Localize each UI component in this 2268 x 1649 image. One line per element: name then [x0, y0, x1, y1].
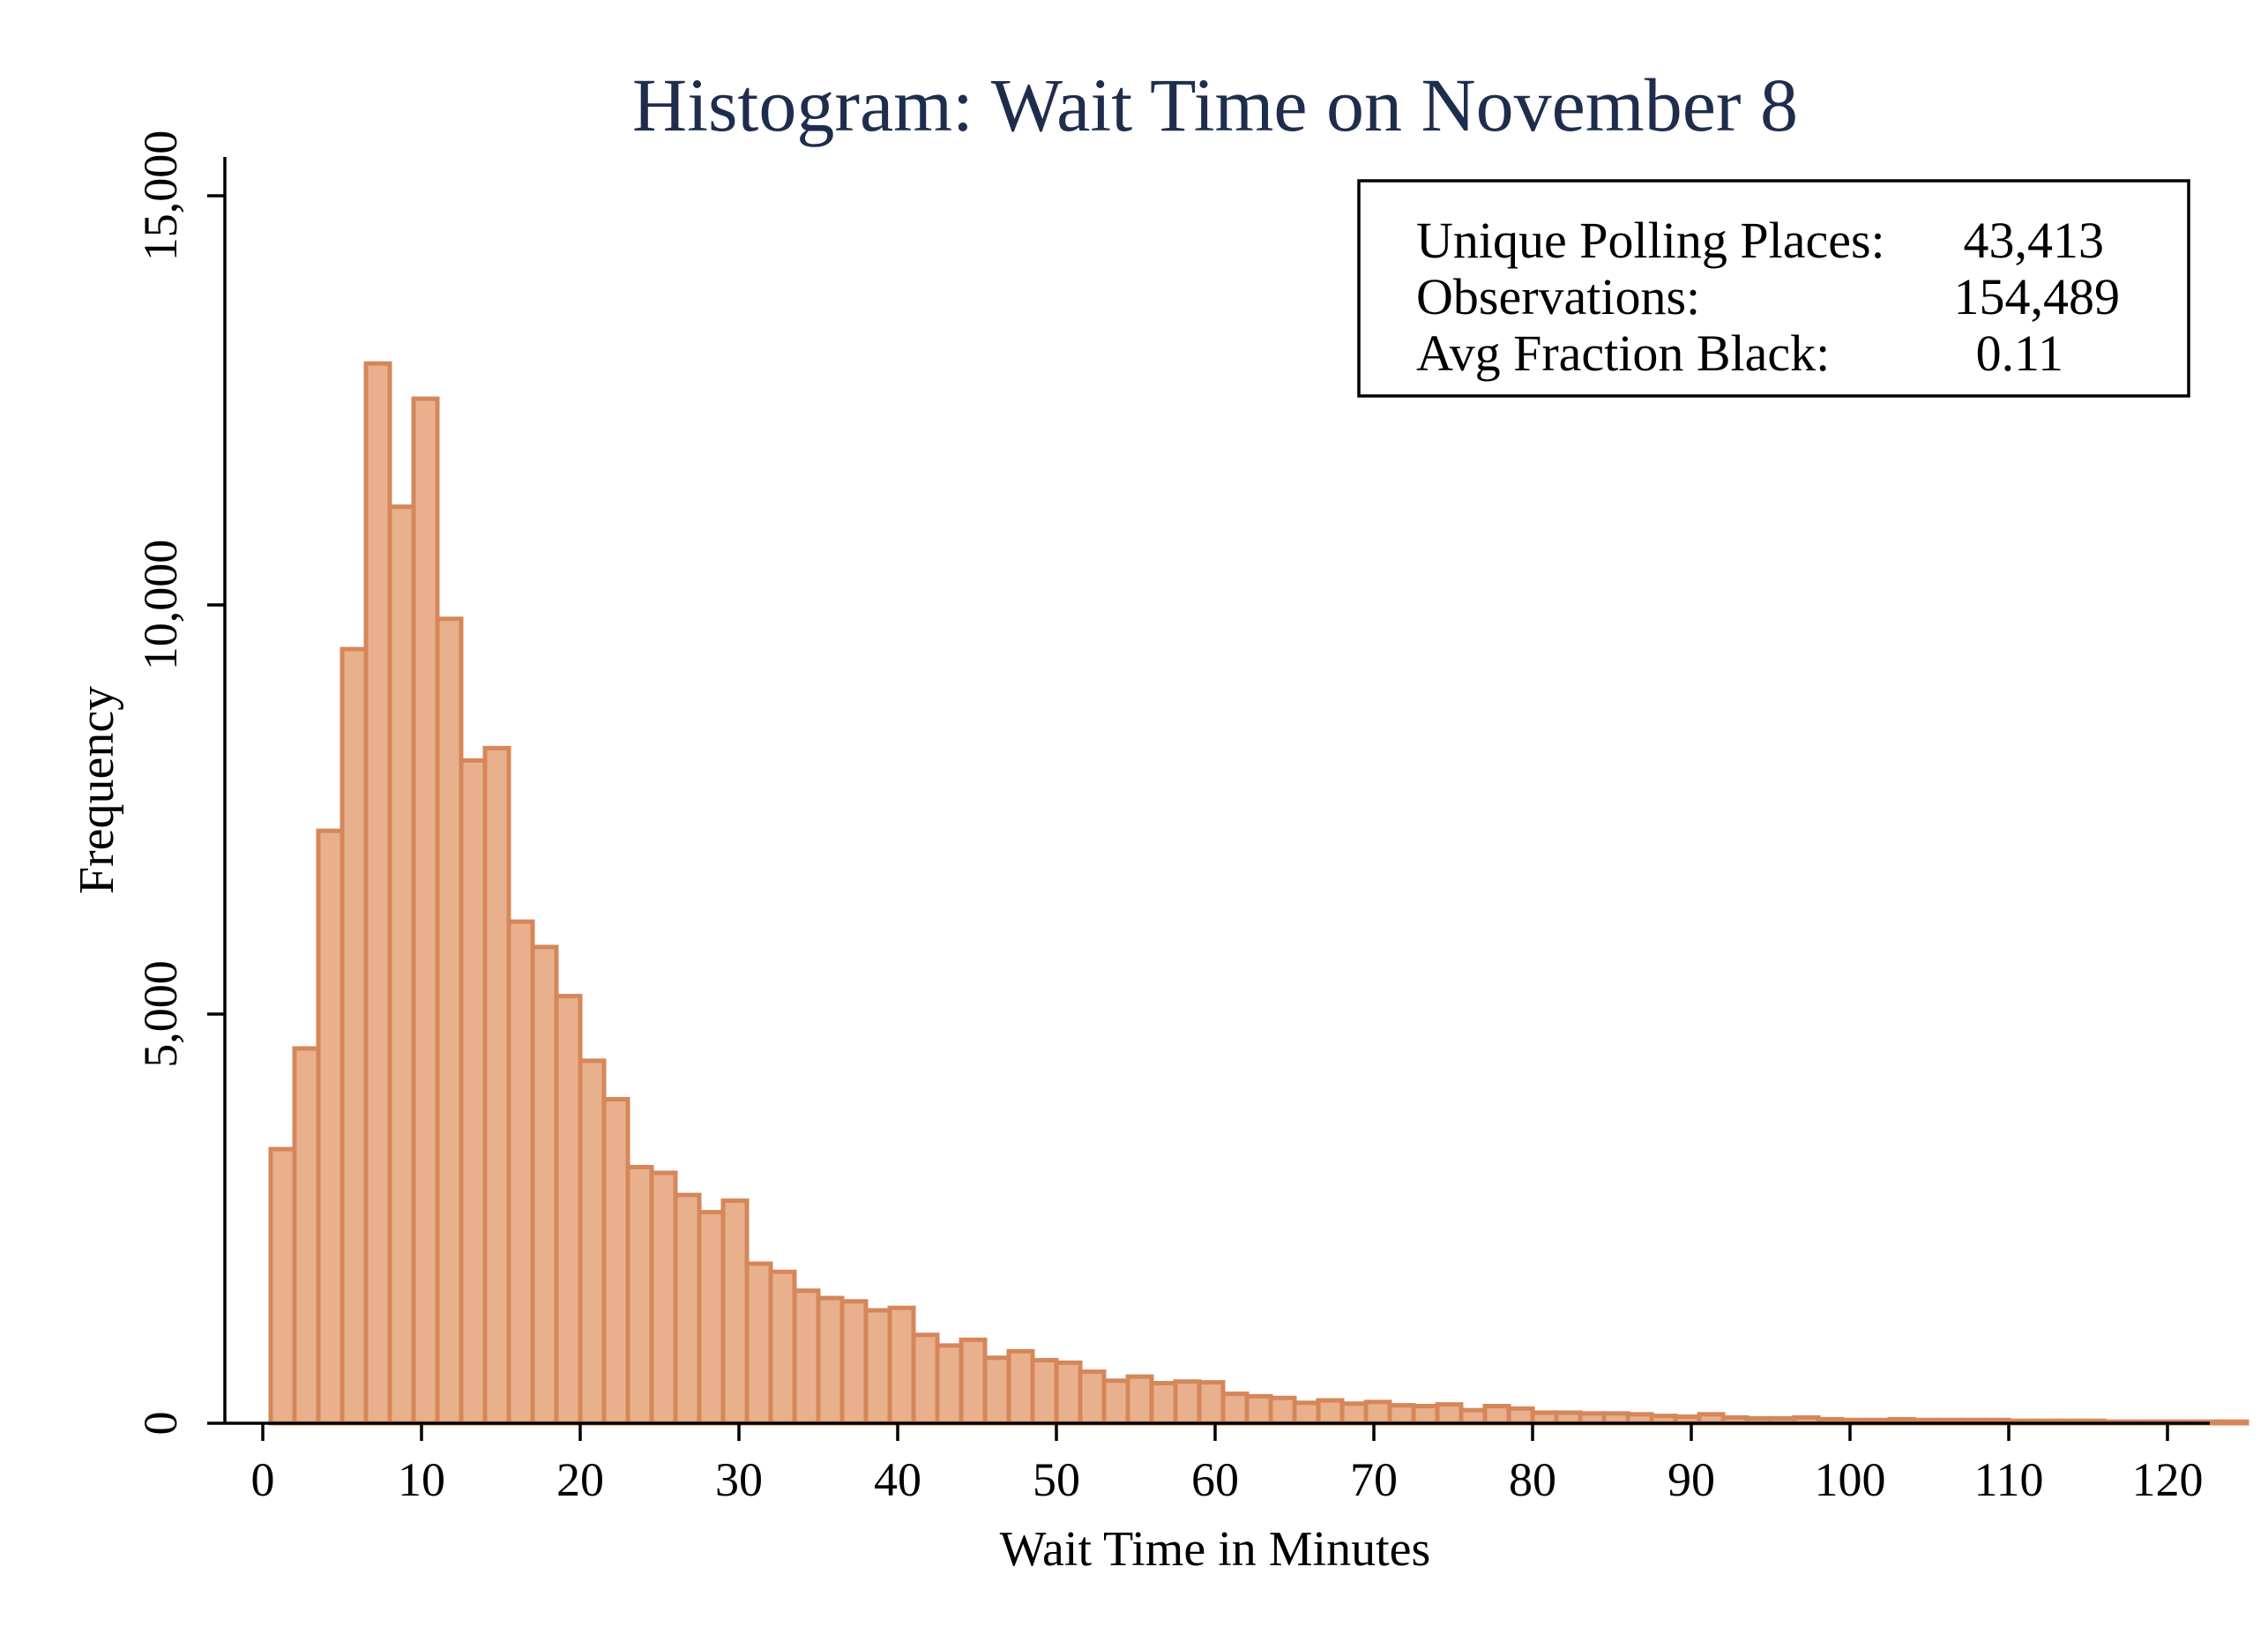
- histogram-bar: [697, 1210, 726, 1426]
- x-tick-label: 0: [251, 1453, 275, 1506]
- chart-title: Histogram: Wait Time on November 8: [632, 63, 1798, 147]
- x-tick-label: 90: [1667, 1453, 1715, 1506]
- stat-value-observations: 154,489: [1954, 268, 2121, 325]
- x-tick-label: 120: [2132, 1453, 2204, 1506]
- stat-value-polling-places: 43,413: [1964, 212, 2105, 269]
- y-axis-ticks: 0 5,000 10,000 15,000: [134, 131, 225, 1436]
- histogram-bar: [1363, 1399, 1392, 1426]
- histogram-bar: [1244, 1393, 1273, 1426]
- histogram-bar: [459, 757, 488, 1426]
- histogram-bar: [601, 1097, 630, 1426]
- histogram-bar: [720, 1198, 750, 1426]
- histogram-bar: [673, 1192, 702, 1426]
- y-tick-label: 15,000: [134, 131, 187, 262]
- histogram-bar: [578, 1058, 607, 1426]
- x-tick-label: 80: [1509, 1453, 1556, 1506]
- x-tick-label: 50: [1033, 1453, 1080, 1506]
- histogram-bar: [1530, 1410, 1559, 1426]
- stat-label-polling-places: Unique Polling Places:: [1416, 212, 1885, 269]
- stat-label-avg-fraction-black: Avg Fraction Black:: [1416, 325, 1830, 382]
- x-tick-label: 30: [715, 1453, 763, 1506]
- histogram-bar: [863, 1308, 892, 1426]
- histogram-bar: [1506, 1406, 1535, 1426]
- histogram-bar: [339, 646, 369, 1426]
- histogram-bar: [435, 616, 464, 1426]
- histogram-bar: [1054, 1360, 1083, 1426]
- x-tick-label: 10: [398, 1453, 445, 1506]
- histogram-bar: [1006, 1348, 1035, 1426]
- histogram-bar: [1292, 1400, 1321, 1426]
- x-tick-label: 20: [556, 1453, 604, 1506]
- histogram-bar: [911, 1332, 940, 1426]
- x-tick-label: 110: [1974, 1453, 2044, 1506]
- histogram-bar: [363, 361, 392, 1426]
- histogram-bar: [1125, 1374, 1154, 1426]
- histogram-bar: [1387, 1403, 1416, 1426]
- histogram-bar: [1101, 1378, 1130, 1426]
- histogram-bar: [530, 944, 559, 1426]
- histogram-bar: [744, 1261, 773, 1426]
- histogram-bar: [959, 1337, 988, 1426]
- y-tick-label: 0: [134, 1412, 187, 1436]
- stat-value-avg-fraction-black: 0.11: [1976, 325, 2063, 382]
- histogram-bar: [316, 828, 345, 1426]
- histogram-bar: [1149, 1381, 1178, 1426]
- histogram-bar: [1268, 1395, 1297, 1426]
- histogram-bar: [1030, 1358, 1059, 1426]
- histogram-bar: [268, 1146, 297, 1426]
- x-axis-label: Wait Time in Minutes: [1000, 1522, 1431, 1577]
- histogram-bar: [1173, 1379, 1202, 1426]
- x-tick-label: 70: [1350, 1453, 1398, 1506]
- histogram-bar: [1411, 1404, 1440, 1426]
- histogram-bar: [839, 1299, 869, 1426]
- y-axis-label: Frequency: [70, 686, 124, 894]
- stats-box: Unique Polling Places: 43,413 Observatio…: [1357, 179, 2190, 398]
- histogram-bar: [1078, 1369, 1107, 1426]
- histogram-bar: [792, 1288, 821, 1426]
- histogram-bar: [411, 396, 440, 1426]
- stats-box-frame: [1357, 179, 2190, 398]
- histogram-bar: [292, 1046, 321, 1426]
- histogram-bar: [1316, 1398, 1345, 1426]
- histogram-bar: [387, 504, 416, 1426]
- histogram-bar: [482, 745, 511, 1426]
- histogram-bar: [2220, 1419, 2249, 1426]
- histogram-bar: [768, 1269, 797, 1426]
- histogram-bar: [887, 1305, 916, 1426]
- histogram-bar: [935, 1343, 964, 1426]
- histogram-bar: [625, 1165, 654, 1426]
- x-tick-label: 100: [1815, 1453, 1886, 1506]
- x-axis-ticks: 0 10 20 30 40 50 60 70 80 90 100 110 120: [251, 1423, 2204, 1506]
- histogram-bars: [268, 361, 2249, 1426]
- y-tick-label: 10,000: [134, 540, 187, 671]
- histogram-bar: [1554, 1410, 1583, 1426]
- x-tick-label: 60: [1191, 1453, 1239, 1506]
- histogram-bar: [1482, 1404, 1511, 1426]
- histogram-bar: [1220, 1392, 1250, 1426]
- histogram-bar: [1197, 1380, 1226, 1426]
- histogram-bar: [1435, 1402, 1464, 1426]
- histogram-bar: [816, 1295, 845, 1426]
- histogram-bar: [1459, 1407, 1488, 1426]
- histogram-bar: [649, 1170, 678, 1426]
- stat-label-observations: Observations:: [1416, 268, 1700, 325]
- x-tick-label: 40: [874, 1453, 921, 1506]
- y-tick-label: 5,000: [134, 960, 187, 1068]
- histogram-bar: [506, 919, 535, 1426]
- histogram-bar: [982, 1355, 1011, 1426]
- histogram-bar: [1339, 1401, 1369, 1426]
- histogram-bar: [554, 994, 583, 1426]
